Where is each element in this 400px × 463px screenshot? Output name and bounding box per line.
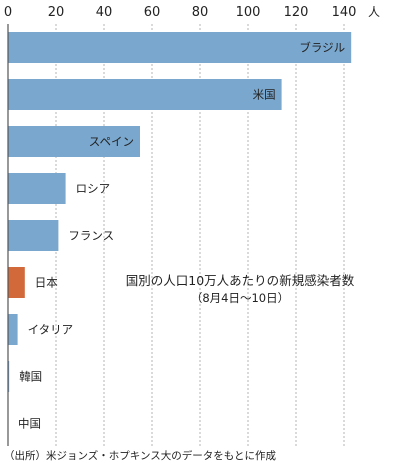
bar-4 [8,220,59,251]
category-label-8: 中国 [18,417,41,431]
category-label-3: ロシア [76,182,111,196]
category-label-6: イタリア [28,323,74,337]
x-tick-label-140: 140 [332,5,357,20]
bar-6 [8,314,18,345]
bar-1 [8,79,282,110]
category-label-4: フランス [68,229,114,243]
chart-annotation-date-range: （8月4日～10日） [191,291,289,305]
x-tick-label-0: 0 [4,5,12,20]
category-label-0: ブラジル [299,41,345,55]
bars [8,32,352,392]
x-tick-label-40: 40 [96,5,113,20]
x-tick-label-120: 120 [284,5,309,20]
source-note: （出所）米ジョンズ・ホプキンス大のデータをもとに作成 [4,449,277,462]
category-label-2: スペイン [89,135,134,149]
bar-2 [8,126,140,157]
x-axis-unit-label: 人 [368,5,380,19]
x-tick-label-60: 60 [144,5,161,20]
chart-annotation: 国別の人口10万人あたりの新規感染者数 [126,273,355,288]
category-label-1: 米国 [253,88,276,102]
bar-0 [8,32,352,63]
x-axis-tick-labels: 0 20 40 60 80 100 120 140 [4,5,357,20]
category-label-5: 日本 [35,276,58,290]
x-tick-label-80: 80 [192,5,209,20]
x-tick-label-100: 100 [236,5,261,20]
bar-5 [8,267,25,298]
category-label-7: 韓国 [19,370,42,384]
bar-3 [8,173,66,204]
x-tick-label-20: 20 [48,5,65,20]
